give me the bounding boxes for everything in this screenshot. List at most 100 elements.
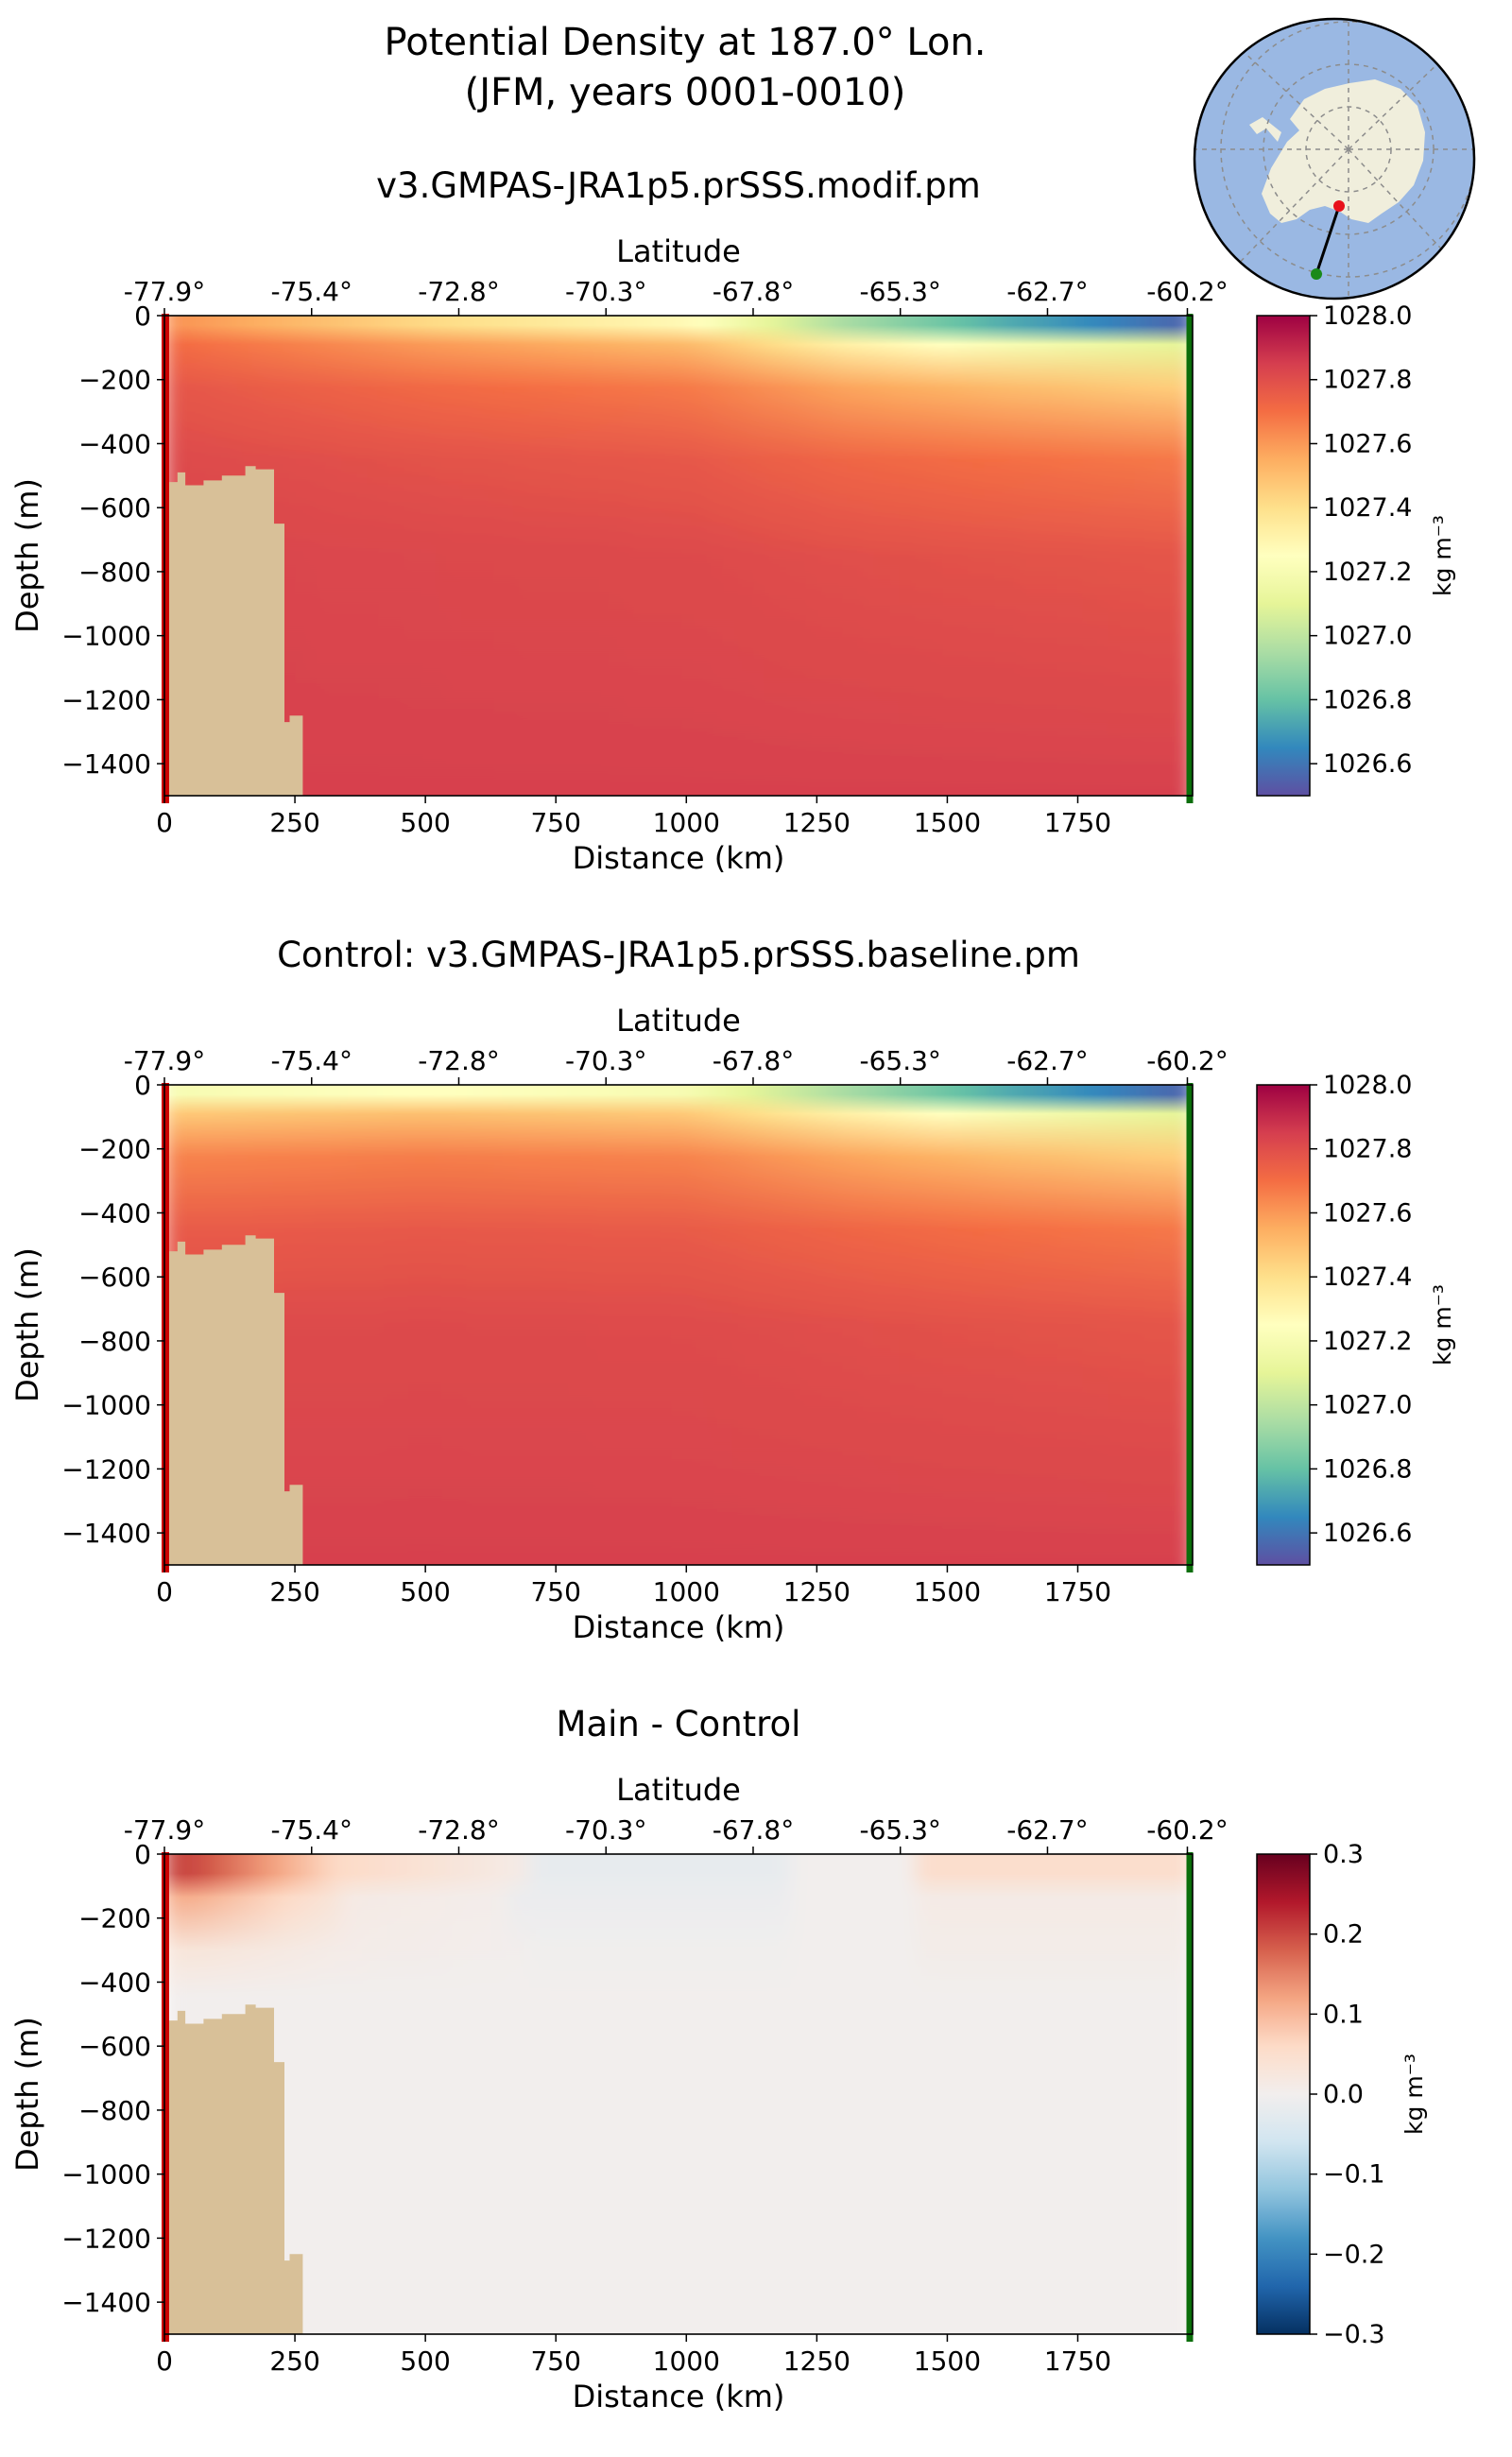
field-segment-control (644, 1085, 656, 1565)
field-segment-diff (727, 1854, 740, 2334)
field-segment-diff (664, 1854, 677, 2334)
field-segment-control (904, 1085, 917, 1565)
field-segment-main (581, 316, 593, 796)
field-segment-control (393, 1085, 405, 1565)
field-segment-control (445, 1085, 457, 1565)
x-tick-label-diff: 1000 (653, 2345, 720, 2377)
bathymetry-control (164, 1235, 303, 1565)
x-axis-label-control: Distance (km) (573, 1609, 785, 1645)
field-segment-main (383, 316, 395, 796)
latitude-axis-label-main: Latitude (616, 233, 741, 269)
field-segment-diff (654, 1854, 666, 2334)
field-segment-main (1061, 316, 1074, 796)
y-tick-label-main: −800 (78, 557, 151, 588)
field-segment-diff (424, 1854, 437, 2334)
map-transect-start-marker (1333, 200, 1345, 212)
colorbar-tick-label-control: 1027.4 (1323, 1263, 1412, 1292)
field-segment-diff (331, 1854, 343, 2334)
field-segment-main (1030, 316, 1042, 796)
field-segment-main (592, 316, 604, 796)
colorbar-tick-label-main: 1027.6 (1323, 429, 1412, 458)
colorbar-tick-label-main: 1028.0 (1323, 301, 1412, 331)
field-segment-main (1051, 316, 1063, 796)
colorbar-tick-label-diff: −0.2 (1323, 2240, 1385, 2269)
field-segment-diff (1030, 1854, 1042, 2334)
latitude-axis-label-diff: Latitude (616, 1772, 741, 1808)
field-segment-diff (623, 1854, 635, 2334)
field-segment-main (1176, 316, 1189, 796)
field-segment-main (884, 316, 896, 796)
colorbar-tick-label-main: 1027.2 (1323, 558, 1412, 587)
field-segment-diff (925, 1854, 937, 2334)
field-segment-main (299, 316, 312, 796)
figure-title-line1: Potential Density at 187.0° Lon. (385, 21, 987, 64)
field-segment-diff (821, 1854, 833, 2334)
field-segment-control (946, 1085, 959, 1565)
field-segment-control (790, 1085, 802, 1565)
field-segment-control (759, 1085, 771, 1565)
field-segment-diff (706, 1854, 719, 2334)
field-segment-main (759, 316, 771, 796)
colorbar-tick-label-main: 1026.8 (1323, 685, 1412, 714)
x-tick-label-control: 1250 (783, 1576, 850, 1607)
field-segment-diff (393, 1854, 405, 2334)
map-outline (1193, 17, 1476, 301)
field-segment-control (1020, 1085, 1032, 1565)
lat-tick-label-diff: -75.4° (271, 1814, 352, 1846)
field-segment-control (331, 1085, 343, 1565)
density-field-control (164, 1085, 1193, 1565)
field-segment-control (1124, 1085, 1136, 1565)
colorbar-unit-label-diff: kg m⁻³ (1400, 2053, 1428, 2135)
field-segment-control (299, 1085, 312, 1565)
y-tick-label-control: −800 (78, 1326, 151, 1357)
field-segment-main (1124, 316, 1136, 796)
field-segment-control (404, 1085, 416, 1565)
field-segment-main (352, 316, 364, 796)
plot-frame-diff (163, 1853, 1194, 2335)
field-segment-main (476, 316, 490, 796)
field-segment-control (602, 1085, 614, 1565)
field-segment-diff (696, 1854, 708, 2334)
field-segment-diff (540, 1854, 552, 2334)
x-tick-label-main: 1500 (914, 807, 981, 838)
field-segment-main (540, 316, 552, 796)
field-segment-main (832, 316, 844, 796)
colorbar-diff (1256, 1853, 1311, 2335)
panel-control: 0 250 500 750 1000 1250 1500 1750 0 −200 −400 −600 −… (9, 935, 1456, 1645)
x-tick-label-diff: 750 (530, 2345, 580, 2377)
field-segment-control (1144, 1085, 1157, 1565)
field-segment-diff (507, 1854, 521, 2334)
field-segment-control (476, 1085, 490, 1565)
field-segment-diff (383, 1854, 395, 2334)
field-segment-diff (550, 1854, 562, 2334)
field-segment-main (727, 316, 740, 796)
field-segment-main (1103, 316, 1115, 796)
field-segment-diff (936, 1854, 949, 2334)
x-tick-label-main: 0 (156, 807, 173, 838)
field-segment-diff (487, 1854, 500, 2334)
field-segment-control (1082, 1085, 1094, 1565)
field-segment-main (737, 316, 750, 796)
y-tick-label-diff: −1400 (61, 2287, 151, 2318)
field-segment-diff (811, 1854, 823, 2334)
field-segment-main (1134, 316, 1146, 796)
x-tick-label-control: 1500 (914, 1576, 981, 1607)
x-tick-label-control: 500 (400, 1576, 450, 1607)
x-tick-label-control: 250 (269, 1576, 319, 1607)
field-segment-main (956, 316, 970, 796)
field-segment-control (1061, 1085, 1074, 1565)
field-segment-main (633, 316, 645, 796)
lat-tick-label-main: -62.7° (1006, 276, 1088, 307)
field-segment-diff (759, 1854, 771, 2334)
field-segment-diff (1134, 1854, 1146, 2334)
field-segment-main (842, 316, 854, 796)
field-segment-diff (946, 1854, 959, 2334)
lat-tick-label-main: -65.3° (859, 276, 940, 307)
field-segment-main (1113, 316, 1125, 796)
field-segment-diff (414, 1854, 426, 2334)
field-segment-main (769, 316, 782, 796)
panel-title-main: v3.GMPAS-JRA1p5.prSSS.modif.pm (376, 165, 981, 206)
field-segment-control (540, 1085, 552, 1565)
x-tick-label-control: 1000 (653, 1576, 720, 1607)
